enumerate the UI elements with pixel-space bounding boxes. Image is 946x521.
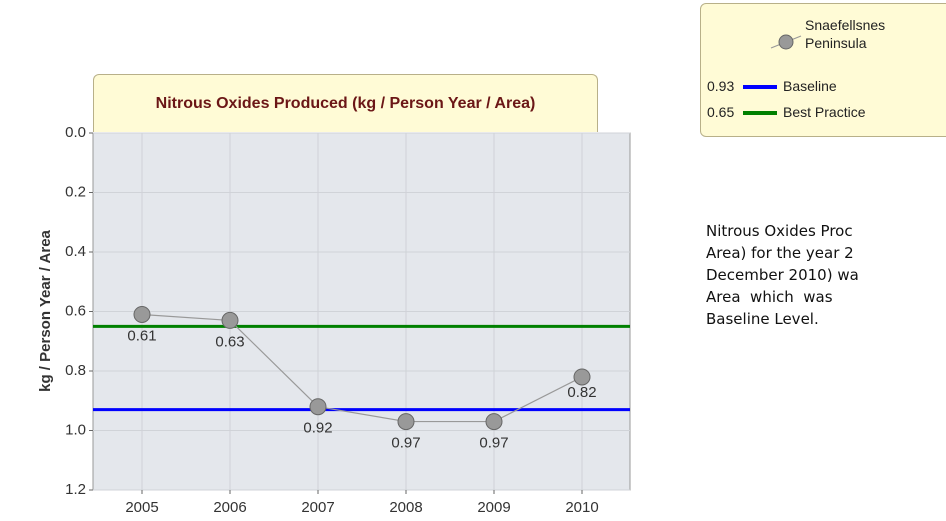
legend-label: Snaefellsnes Peninsula xyxy=(805,17,886,51)
x-tick-label: 2005 xyxy=(125,499,158,516)
description-line: Nitrous Oxides Proc xyxy=(706,222,853,240)
description-line: Area which was xyxy=(706,288,833,306)
data-point xyxy=(485,413,503,431)
data-point xyxy=(221,311,239,329)
series-line xyxy=(141,313,583,423)
description: Nitrous Oxides Proc Area) for the year 2 D… xyxy=(706,220,946,330)
data-label: 0.63 xyxy=(215,333,244,350)
x-tick-label: 2007 xyxy=(301,499,334,516)
data-point xyxy=(397,413,415,431)
data-label: 0.92 xyxy=(303,420,332,437)
x-tick-label: 2006 xyxy=(213,499,246,516)
data-point xyxy=(133,305,151,323)
description-line: Area) for the year 2 xyxy=(706,244,854,262)
legend: Snaefellsnes Peninsula 0.93 Baseline 0.65 Be… xyxy=(700,3,946,137)
y-tick-label: 1.0 xyxy=(65,421,86,438)
legend-marker xyxy=(778,34,794,50)
legend-label: Best Practice xyxy=(783,104,866,120)
legend-graphics xyxy=(743,34,802,115)
description-line: December 2010) wa xyxy=(706,266,859,284)
data-label: 0.97 xyxy=(391,435,420,452)
chart-title: Nitrous Oxides Produced (kg / Person Yea… xyxy=(155,94,536,112)
y-tick-label: 0.0 xyxy=(65,124,86,141)
title-box: Nitrous Oxides Produced (kg / Person Yea… xyxy=(93,74,598,132)
description-line: Baseline Level. xyxy=(706,310,819,328)
y-tick-label: 1.2 xyxy=(65,481,86,498)
data-label: 0.61 xyxy=(127,327,156,344)
legend-value: 0.93 xyxy=(707,78,735,94)
data-point xyxy=(309,398,327,416)
data-label: 0.97 xyxy=(479,435,508,452)
y-tick-label: 0.6 xyxy=(65,302,86,319)
data-point xyxy=(573,368,591,386)
y-tick-label: 0.4 xyxy=(65,243,86,260)
legend-value: 0.65 xyxy=(707,104,735,120)
y-axis-label: kg / Person Year / Area xyxy=(37,229,54,391)
x-tick-label: 2009 xyxy=(477,499,510,516)
y-tick-label: 0.8 xyxy=(65,362,86,379)
data-label: 0.82 xyxy=(567,384,596,401)
y-tick-label: 0.2 xyxy=(65,183,86,200)
x-tick-label: 2008 xyxy=(389,499,422,516)
x-tick-label: 2010 xyxy=(565,499,598,516)
legend-label: Baseline xyxy=(783,78,837,94)
